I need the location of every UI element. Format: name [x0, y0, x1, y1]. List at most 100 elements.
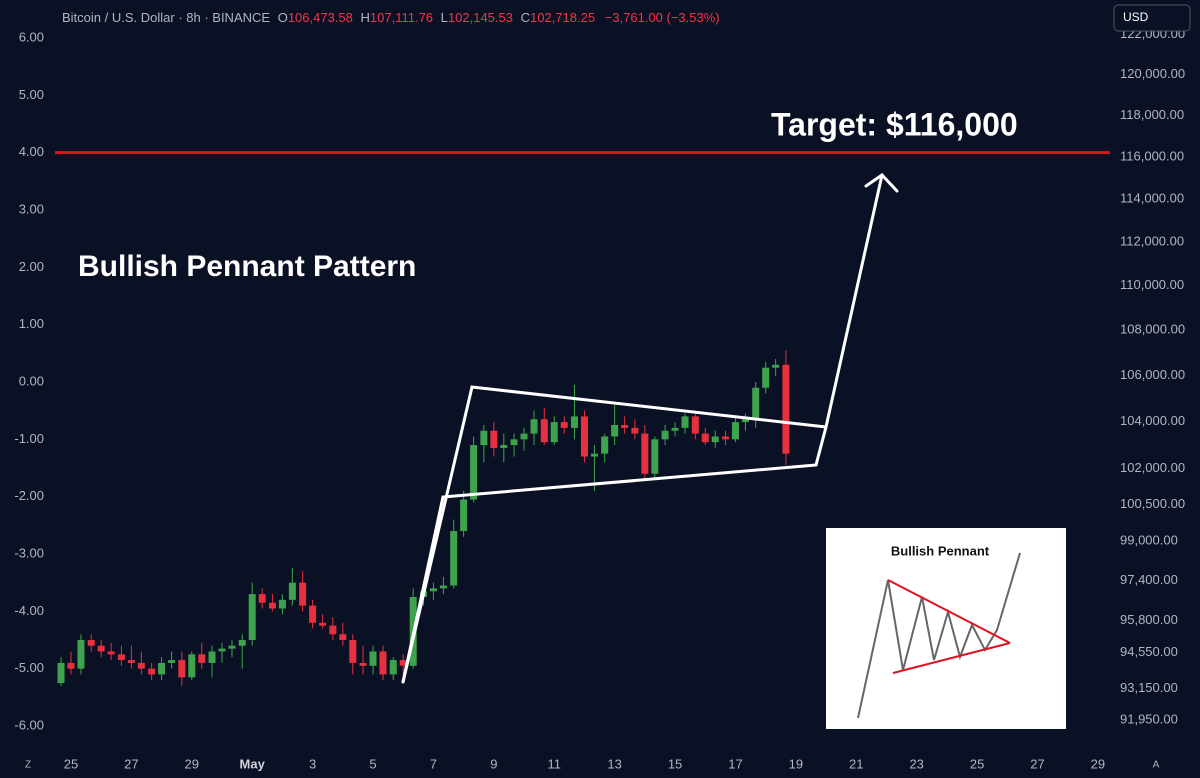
x-tick-label: 13 [607, 756, 621, 771]
candle-body [439, 585, 447, 589]
inset-lower [892, 642, 1011, 674]
y2-tick-label: 108,000.00 [1120, 321, 1185, 336]
change: −3,761.00 (−3.53%) [605, 10, 720, 25]
candle-body [651, 439, 659, 474]
candle-body [722, 436, 730, 440]
candle-body [77, 640, 85, 669]
inset: Bullish Pennant [826, 528, 1066, 729]
x-tick-label: 17 [728, 756, 742, 771]
candle-body [570, 416, 578, 428]
candle-body [228, 645, 236, 649]
candle-body [278, 599, 286, 609]
candle-body [127, 660, 135, 663]
y-tick-label: 0.00 [19, 373, 44, 388]
toolbar-button[interactable]: A [1153, 760, 1160, 771]
candle-body [480, 430, 488, 446]
inset-upper [887, 579, 1011, 644]
y2-tick-label: 110,000.00 [1120, 277, 1184, 292]
arrow-head [864, 173, 899, 193]
candle-body [268, 602, 276, 609]
ohlc-value: 106,473.58 [288, 10, 353, 25]
x-tick-label: 19 [789, 756, 803, 771]
candle-body [319, 622, 327, 626]
ohlc-value: 107,111.76 [370, 10, 433, 25]
candle-body [107, 651, 115, 655]
y2-tick-label: 106,000.00 [1120, 367, 1185, 382]
target-label: Target: $116,000 [771, 106, 1018, 142]
candle-body [137, 662, 145, 669]
candle-body [399, 660, 407, 666]
candle-body [339, 634, 347, 640]
candle-body [379, 651, 387, 675]
y-tick-label: 1.00 [19, 316, 44, 331]
y2-tick-label: 120,000.00 [1120, 66, 1185, 81]
y2-tick-label: 104,000.00 [1120, 413, 1185, 428]
candle-body [510, 439, 518, 446]
candle-body [530, 419, 538, 434]
candle-body [299, 582, 307, 606]
candle-body [540, 419, 548, 443]
y2-tick-label: 118,000.00 [1120, 107, 1184, 122]
x-tick-label: 7 [430, 756, 437, 771]
y2-tick-label: 94,550.00 [1120, 644, 1178, 659]
candle-body [238, 640, 246, 646]
candle-body [57, 662, 65, 683]
inset-bg [826, 528, 1066, 729]
candle-body [258, 594, 266, 603]
currency-label[interactable]: USD [1123, 10, 1149, 24]
y2-tick-label: 99,000.00 [1120, 532, 1178, 547]
x-tick-label: 27 [124, 756, 138, 771]
x-tick-label: 3 [309, 756, 316, 771]
y2-tick-label: 112,000.00 [1120, 233, 1184, 248]
ohlc-key: C [521, 10, 530, 25]
candle-body [631, 427, 639, 434]
y2-tick-label: 116,000.00 [1120, 148, 1184, 163]
y-tick-label: 2.00 [19, 259, 44, 274]
ohlc-value: 102,145.53 [448, 10, 513, 25]
pattern-label: Bullish Pennant Pattern [78, 250, 416, 283]
y-tick-label: 6.00 [19, 29, 44, 44]
y2-tick-label: 93,150.00 [1120, 680, 1178, 695]
currency-button[interactable] [1113, 4, 1191, 32]
y2-tick-label: 102,000.00 [1120, 460, 1185, 475]
candle-body [198, 654, 206, 663]
y2-tick-label: 114,000.00 [1120, 190, 1184, 205]
toolbar-button[interactable]: Z [25, 760, 31, 771]
y-tick-label: -4.00 [14, 603, 44, 618]
candle-body [450, 531, 458, 586]
candle-body [349, 640, 357, 663]
candle-body [188, 654, 196, 678]
candle-body [97, 645, 105, 652]
candle-body [550, 422, 558, 443]
x-tick-label: 23 [909, 756, 923, 771]
candle-body [741, 419, 749, 423]
candle-body [429, 588, 437, 592]
candle-body [500, 445, 508, 448]
candle-body [590, 453, 598, 457]
candle-body [661, 430, 669, 440]
candle-body [772, 364, 780, 368]
candle-body [731, 422, 739, 440]
candle-body [329, 625, 337, 635]
plot [55, 151, 1110, 686]
candle-body [87, 640, 95, 646]
candle-body [158, 662, 166, 675]
symbol: Bitcoin / U.S. Dollar · 8h · BINANCE [62, 10, 270, 25]
y-tick-label: -3.00 [14, 545, 44, 560]
candle-body [470, 445, 478, 500]
y2-tick-label: 100,500.00 [1120, 496, 1185, 511]
y2-tick-label: 97,400.00 [1120, 572, 1178, 587]
drawing [401, 173, 899, 684]
y2-tick-label: 91,950.00 [1120, 711, 1178, 726]
overlay: 6.00 5.00 4.00 3.00 2.00 1.00 0.00 -1.00 -2.00 -3… [0, 26, 1185, 771]
candle-body [621, 425, 629, 428]
candle-body [490, 430, 498, 448]
x-tick-label: 27 [1030, 756, 1044, 771]
pennant-lower [401, 463, 818, 684]
candle-body [611, 425, 619, 437]
legend-header: Bitcoin / U.S. Dollar · 8h · BINANCE O10… [62, 10, 720, 25]
candle-body [701, 433, 709, 443]
ohlc-value: 102,718.25 [530, 10, 595, 25]
candle-body [148, 668, 156, 675]
